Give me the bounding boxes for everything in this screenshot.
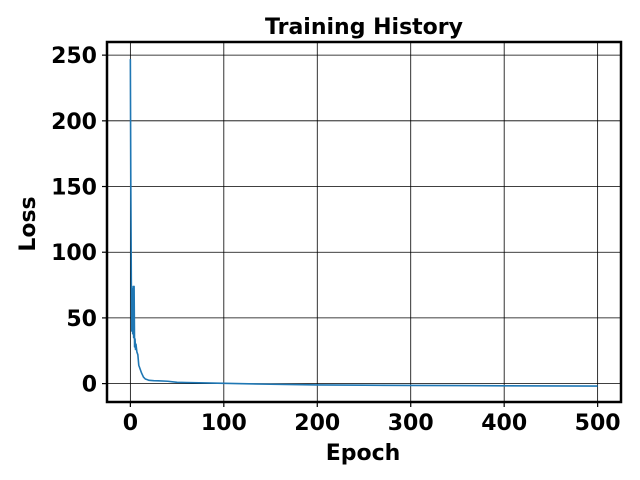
- ticks: 0 100 200 300 400 500 0 50 100 150 200 250: [51, 44, 621, 436]
- y-tick-label: 0: [82, 373, 97, 398]
- y-tick-label: 50: [66, 307, 97, 332]
- chart-title: Training History: [265, 15, 463, 40]
- x-tick-label: 400: [481, 411, 527, 436]
- x-axis-label: Epoch: [326, 441, 401, 466]
- x-tick-label: 300: [388, 411, 434, 436]
- plot-frame: [105, 40, 623, 404]
- y-tick-label: 250: [51, 44, 97, 69]
- x-tick-label: 500: [575, 411, 621, 436]
- x-tick-label: 100: [201, 411, 247, 436]
- x-tick-label: 200: [294, 411, 340, 436]
- series-layer: [129, 59, 598, 387]
- loss-line: [129, 59, 598, 387]
- y-tick-label: 100: [51, 241, 97, 266]
- y-tick-label: 200: [51, 110, 97, 135]
- y-axis-label: Loss: [16, 196, 41, 251]
- grid: [107, 42, 621, 402]
- x-tick-label: 0: [123, 411, 138, 436]
- y-tick-label: 150: [51, 176, 97, 201]
